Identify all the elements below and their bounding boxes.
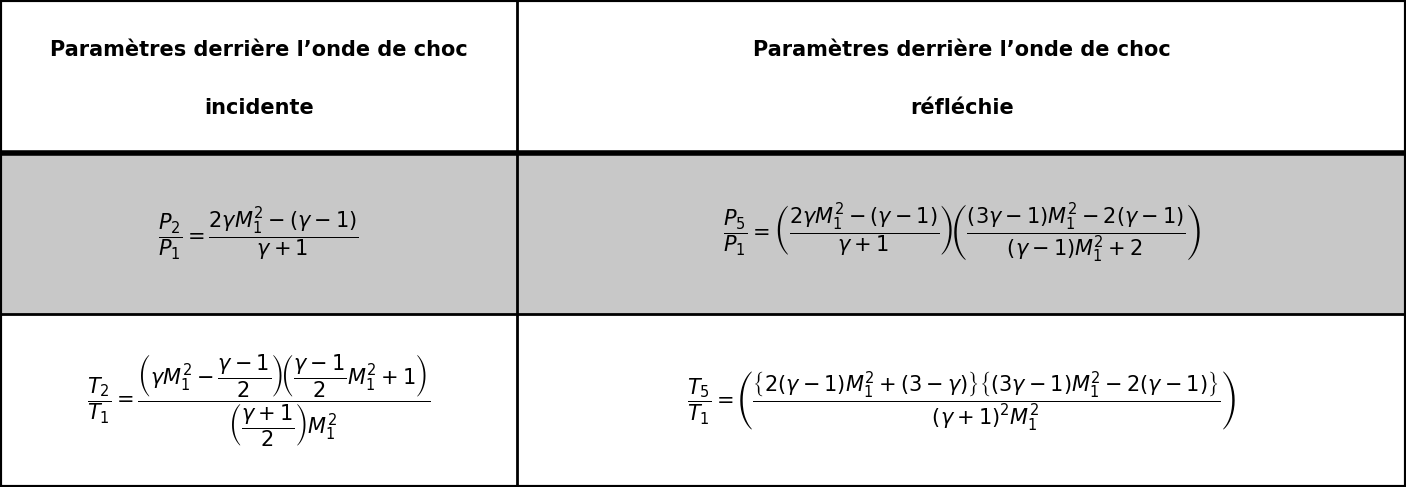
Text: $\dfrac{T_5}{T_1} = \left(\dfrac{\left\{2(\gamma-1)M_1^2 + (3-\gamma)\right\}\le: $\dfrac{T_5}{T_1} = \left(\dfrac{\left\{…	[688, 369, 1236, 432]
Text: $\dfrac{T_2}{T_1} = \dfrac{\left(\gamma M_1^2 - \dfrac{\gamma - 1}{2}\right)\!\l: $\dfrac{T_2}{T_1} = \dfrac{\left(\gamma …	[87, 352, 430, 449]
Text: $\dfrac{P_5}{P_1} = \left(\dfrac{2\gamma M_1^2 - (\gamma - 1)}{\gamma + 1}\right: $\dfrac{P_5}{P_1} = \left(\dfrac{2\gamma…	[723, 202, 1201, 265]
Text: $\dfrac{P_2}{P_1} = \dfrac{2\gamma M_1^2 - (\gamma - 1)}{\gamma + 1}$: $\dfrac{P_2}{P_1} = \dfrac{2\gamma M_1^2…	[159, 205, 359, 262]
Text: réfléchie: réfléchie	[910, 98, 1014, 118]
Bar	[0, 0, 1406, 153]
Bar	[0, 314, 1406, 487]
Text: Paramètres derrière l’onde de choc: Paramètres derrière l’onde de choc	[49, 40, 468, 60]
Text: Paramètres derrière l’onde de choc: Paramètres derrière l’onde de choc	[752, 40, 1171, 60]
Text: incidente: incidente	[204, 98, 314, 118]
Bar	[0, 153, 1406, 314]
